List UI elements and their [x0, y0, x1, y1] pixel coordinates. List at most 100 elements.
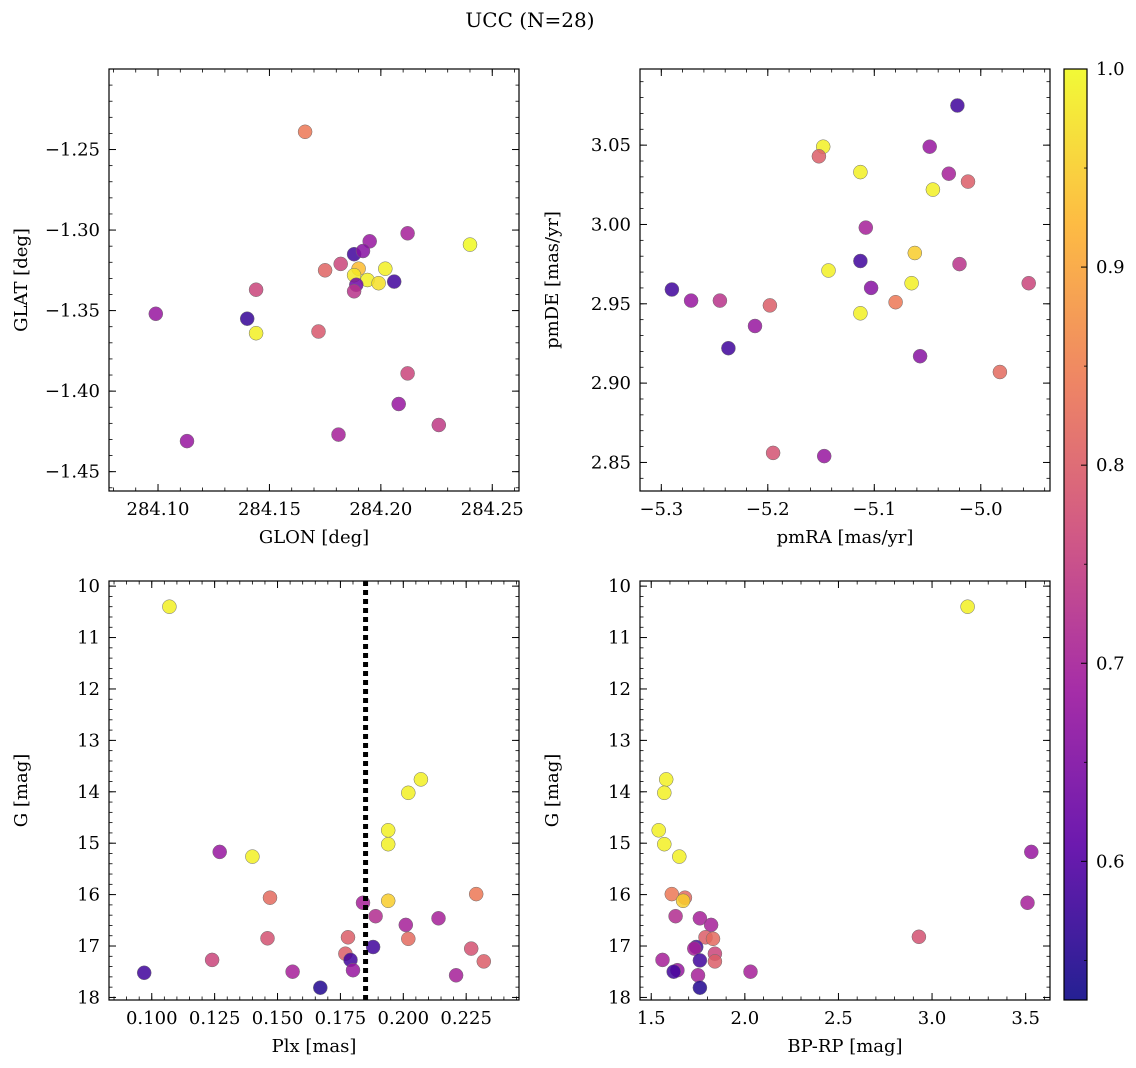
scatter-point	[721, 340, 736, 356]
x-tick-label: 0.200	[378, 1008, 430, 1029]
scatter-point	[212, 844, 227, 860]
scatter-point	[765, 445, 781, 461]
scatter-point	[1021, 275, 1036, 291]
x-tick-label: −5.1	[852, 499, 896, 520]
scatter-point	[853, 306, 868, 321]
colorbar-tick-label: 0.6	[1096, 851, 1125, 872]
axes-frame	[639, 580, 1051, 1001]
scatter-point	[148, 306, 164, 322]
scatter-point	[690, 968, 706, 983]
scatter-point	[821, 263, 836, 278]
axes-frame	[639, 68, 1051, 492]
panels: 284.10 284.15 284.20 284.25 −1.25 −1.30 −1.35 −…	[11, 68, 1051, 1057]
ticks: 1.5 2.0 2.5 3.0 3.5 10 11 12 13 14 15 16 17 18	[608, 576, 1050, 1029]
scatter-point	[204, 952, 220, 968]
y-tick-label: −1.30	[45, 220, 100, 241]
scatter-point	[239, 311, 255, 326]
scatter-point	[811, 149, 827, 164]
ticks: −5.3 −5.2 −5.1 −5.0 2.85 2.90 2.95 3.00 3.05	[591, 69, 1050, 520]
scatter-point	[703, 917, 719, 933]
scatter-point	[672, 849, 687, 864]
x-tick-label: 284.15	[238, 499, 301, 520]
scatter-point	[692, 980, 708, 995]
colorbar: 0.6 0.7 0.8 0.9 1.0	[1063, 59, 1125, 1001]
x-tick-label: −5.0	[959, 499, 1003, 520]
y-tick-label: −1.40	[45, 381, 100, 402]
scatter-point	[431, 417, 447, 433]
scatter-point	[655, 952, 670, 968]
x-tick-label: 0.225	[440, 1008, 492, 1029]
scatter-point	[398, 917, 414, 933]
scatter-point	[400, 366, 415, 381]
scatter-point	[888, 294, 903, 310]
colorbar-tick-label: 0.8	[1096, 455, 1125, 476]
x-tick-label: 284.10	[127, 499, 190, 520]
scatter-point	[401, 931, 416, 947]
scatter-point	[331, 427, 346, 442]
scatter-point	[912, 348, 928, 364]
x-tick-label: 2.5	[824, 1008, 853, 1029]
scatter-point	[858, 220, 874, 235]
scatter-point	[297, 124, 313, 140]
x-tick-label: 284.25	[461, 499, 524, 520]
x-tick-label: 3.0	[918, 1008, 947, 1029]
x-tick-label: −5.2	[746, 499, 790, 520]
scatter-point	[952, 256, 967, 272]
scatter-point	[853, 253, 868, 269]
y-tick-label: 3.00	[591, 214, 631, 235]
scatter-point	[664, 282, 680, 297]
y-tick-label: 13	[608, 730, 631, 751]
colorbar-tick-label: 0.7	[1096, 653, 1125, 674]
scatter-point	[311, 324, 326, 339]
y-tick-label: 16	[77, 885, 100, 906]
scatter-point	[391, 396, 406, 412]
scatter-point	[448, 968, 464, 983]
scatter-point	[683, 293, 699, 308]
x-tick-label: 0.125	[189, 1008, 241, 1029]
scatter-point	[692, 911, 708, 926]
y-tick-label: 13	[77, 730, 100, 751]
colorbar-tick-label: 1.0	[1096, 59, 1125, 80]
x-tick-label: 2.0	[731, 1008, 760, 1029]
scatter-point	[317, 263, 333, 278]
scatter-point	[922, 139, 937, 154]
y-tick-label: −1.25	[45, 140, 100, 161]
y-tick-label: 15	[608, 833, 631, 854]
scatter-point	[333, 256, 348, 272]
scatter-point	[907, 245, 923, 261]
scatter-point	[950, 98, 965, 113]
scatter-point	[651, 823, 666, 838]
scatter-point	[816, 448, 832, 464]
scatter-point	[658, 772, 674, 787]
y-tick-label: 2.85	[591, 452, 631, 473]
scatter-point	[380, 893, 396, 909]
scatter-point	[712, 293, 728, 308]
scatter-point	[371, 275, 386, 291]
scatter-point	[368, 908, 383, 924]
scatter-point	[380, 836, 396, 852]
x-axis-label: pmRA [mas/yr]	[777, 527, 914, 548]
scatter-point	[248, 282, 264, 297]
x-tick-label: −5.3	[639, 499, 683, 520]
scatter-point	[668, 908, 683, 924]
y-tick-label: −1.35	[45, 301, 100, 322]
y-tick-label: 18	[77, 987, 100, 1008]
y-tick-label: 2.90	[591, 373, 631, 394]
scatter-point	[401, 785, 416, 801]
axes-frame	[108, 68, 520, 492]
scatter-point	[657, 836, 672, 852]
panel-bprp-g: 1.5 2.0 2.5 3.0 3.5 10 11 12 13 14 15 16 17 18 BP-RP […	[542, 576, 1051, 1057]
x-tick-label: 0.150	[252, 1008, 304, 1029]
y-tick-label: 15	[77, 833, 100, 854]
y-axis-label: GLAT [deg]	[11, 228, 32, 332]
y-tick-label: 12	[608, 679, 631, 700]
scatter-point	[992, 364, 1008, 380]
figure-title: UCC (N=28)	[465, 8, 594, 32]
y-tick-label: 10	[77, 576, 100, 597]
y-tick-label: 14	[77, 782, 100, 803]
scatter-point	[136, 965, 152, 981]
axes-frame	[108, 580, 520, 1001]
scatter-point	[355, 243, 371, 259]
scatter-point	[743, 964, 758, 979]
